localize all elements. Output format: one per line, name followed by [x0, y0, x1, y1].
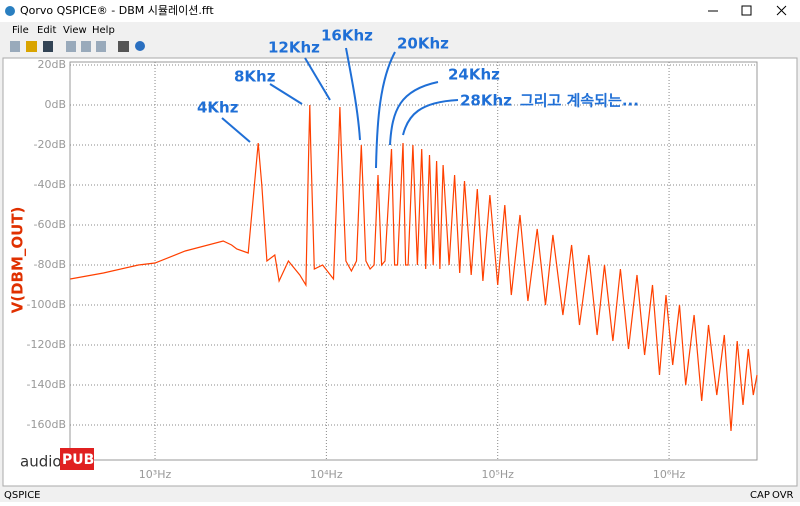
- menu-edit[interactable]: Edit: [37, 25, 56, 36]
- app-icon: [5, 6, 15, 16]
- y-tick-label: -160dB: [27, 418, 67, 431]
- y-tick-label: -100dB: [27, 298, 67, 311]
- tool-icon[interactable]: [118, 41, 129, 52]
- arrow: [389, 81, 439, 146]
- annotation: 28Khz: [460, 92, 512, 110]
- logo-box: [60, 448, 94, 470]
- annotation: 16Khz: [321, 27, 373, 45]
- close[interactable]: [776, 5, 787, 16]
- arrow: [269, 83, 303, 105]
- y-tick-label: 0dB: [44, 98, 66, 111]
- tool-icon[interactable]: [10, 41, 20, 52]
- y-axis-label: V(DBM_OUT): [9, 207, 27, 314]
- tool-icon[interactable]: [135, 41, 145, 51]
- annotation: 그리고 계속되는...: [520, 92, 639, 110]
- menu-view[interactable]: View: [63, 25, 87, 36]
- annotation: 20Khz: [397, 35, 449, 53]
- arrow: [345, 47, 361, 141]
- x-tick-label: 10⁵Hz: [481, 468, 514, 481]
- tool-icon[interactable]: [43, 41, 53, 52]
- arrow: [304, 57, 331, 101]
- logo: audio PUB: [20, 448, 94, 471]
- y-tick-label: -120dB: [27, 338, 67, 351]
- y-tick-label: -80dB: [34, 258, 67, 271]
- menu-help[interactable]: Help: [92, 25, 115, 36]
- y-tick-label: -40dB: [34, 178, 67, 191]
- maximize[interactable]: [741, 5, 752, 16]
- title-bar: [0, 0, 800, 22]
- series-line: [70, 104, 758, 432]
- annotations: [221, 47, 459, 169]
- status-bar: [0, 488, 800, 502]
- menu-file[interactable]: File: [12, 25, 29, 36]
- arrow: [221, 117, 251, 143]
- x-tick-label: 10³Hz: [139, 468, 172, 481]
- x-tick-label: 10⁴Hz: [310, 468, 343, 481]
- tool-icon[interactable]: [81, 41, 91, 52]
- annotation: 8Khz: [234, 68, 276, 86]
- y-tick-label: -140dB: [27, 378, 67, 391]
- status-text: QSPICE: [4, 490, 41, 501]
- logo-text: PUB: [62, 452, 94, 468]
- plot-area: [69, 61, 758, 461]
- arrow: [375, 51, 396, 169]
- tool-icon[interactable]: [66, 41, 76, 52]
- y-tick-label: -20dB: [34, 138, 67, 151]
- status-text: OVR: [772, 490, 794, 501]
- status-text: CAP: [750, 490, 770, 501]
- tool-icon[interactable]: [26, 41, 37, 52]
- annotation: 12Khz: [268, 39, 320, 57]
- annotation: 4Khz: [197, 99, 239, 117]
- toolbar: [10, 41, 145, 52]
- annotation: 24Khz: [448, 66, 500, 84]
- y-tick-label: 20dB: [37, 58, 66, 71]
- arrow: [402, 99, 459, 136]
- logo-text: audio: [20, 453, 62, 471]
- tool-icon[interactable]: [96, 41, 106, 52]
- y-tick-label: -60dB: [34, 218, 67, 231]
- window-title: Qorvo QSPICE® - DBM 시뮬레이션.fft: [20, 4, 214, 17]
- x-tick-label: 10⁶Hz: [653, 468, 686, 481]
